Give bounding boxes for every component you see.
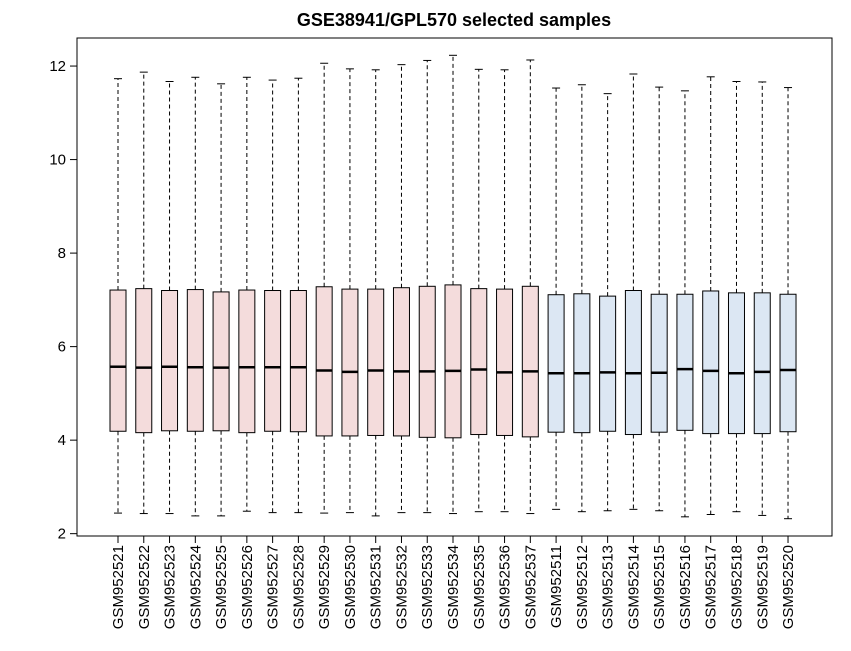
x-tick-label: GSM952535 (471, 545, 488, 629)
iqr-box (212, 291, 230, 432)
box-GSM952517 (702, 76, 720, 515)
iqr-box (779, 293, 797, 433)
x-tick-label: GSM952513 (600, 545, 617, 629)
x-tick-label: GSM952519 (754, 545, 771, 629)
x-tick-label: GSM952534 (445, 545, 462, 629)
x-tick-label: GSM952516 (677, 545, 694, 629)
x-tick-label: GSM952511 (548, 545, 565, 628)
x-tick-label: GSM952529 (316, 545, 333, 629)
plot-area (76, 37, 833, 537)
iqr-box (418, 285, 436, 438)
x-axis: GSM952521 GSM952522 GSM952523 GSM952524 GSM9… (110, 535, 797, 629)
x-tick-label: GSM952517 (703, 545, 720, 629)
box-GSM952518 (727, 80, 745, 513)
iqr-box (727, 292, 745, 435)
y-tick-label: 8 (58, 245, 66, 262)
iqr-box (573, 293, 591, 434)
x-tick-label: GSM952532 (393, 545, 410, 629)
y-tick-label: 4 (58, 432, 66, 449)
box-GSM952535 (470, 68, 488, 513)
iqr-box (109, 289, 127, 432)
iqr-box (702, 290, 720, 435)
box-GSM952515 (650, 86, 668, 512)
box-GSM952528 (289, 77, 307, 514)
y-tick-label: 10 (49, 152, 66, 169)
iqr-box (521, 285, 539, 438)
y-tick-label: 12 (49, 58, 66, 75)
box-GSM952537 (521, 59, 539, 515)
x-tick-label: GSM952522 (136, 545, 153, 629)
x-tick-label: GSM952527 (265, 545, 282, 629)
x-tick-label: GSM952518 (728, 545, 745, 629)
box-GSM952514 (624, 73, 642, 510)
box-GSM952526 (238, 76, 256, 512)
iqr-box (341, 288, 359, 437)
x-tick-label: GSM952512 (574, 545, 591, 629)
iqr-box (624, 290, 642, 436)
y-axis: 2 4 6 8 10 12 (49, 58, 77, 543)
box-GSM952531 (367, 69, 385, 517)
x-tick-label: GSM952528 (290, 545, 307, 629)
iqr-box (650, 293, 668, 433)
iqr-box (470, 288, 488, 436)
x-tick-label: GSM952533 (419, 545, 436, 629)
x-tick-label: GSM952520 (780, 545, 797, 629)
x-tick-label: GSM952536 (497, 545, 514, 629)
box-GSM952534 (444, 54, 462, 515)
iqr-box (496, 288, 514, 436)
box-GSM952529 (315, 62, 333, 514)
x-tick-label: GSM952531 (368, 545, 385, 629)
x-tick-label: GSM952530 (342, 545, 359, 629)
box-GSM952530 (341, 68, 359, 514)
box-GSM952513 (599, 93, 617, 512)
box-GSM952511 (547, 87, 565, 510)
iqr-box (444, 284, 462, 439)
iqr-box (676, 293, 694, 431)
iqr-box (161, 290, 179, 432)
iqr-box (392, 287, 410, 437)
x-tick-label: GSM952524 (187, 545, 204, 629)
x-tick-label: GSM952521 (110, 545, 127, 629)
box-GSM952533 (418, 59, 436, 514)
x-tick-label: GSM952515 (651, 545, 668, 629)
iqr-box (289, 290, 307, 433)
box-GSM952522 (135, 71, 153, 515)
box-GSM952520 (779, 87, 797, 520)
iqr-box (238, 289, 256, 434)
x-tick-label: GSM952514 (625, 545, 642, 629)
iqr-box (599, 295, 617, 432)
chart-title: GSE38941/GPL570 selected samples (297, 10, 611, 30)
iqr-box (315, 286, 333, 437)
box-GSM952525 (212, 83, 230, 517)
box-GSM952519 (753, 81, 771, 516)
box-GSM952527 (264, 79, 282, 514)
box-GSM952524 (186, 76, 204, 517)
box-GSM952512 (573, 84, 591, 513)
x-tick-label: GSM952525 (213, 545, 230, 629)
iqr-box (135, 288, 153, 434)
box-GSM952521 (109, 78, 127, 514)
iqr-box (264, 290, 282, 432)
iqr-box (367, 288, 385, 436)
iqr-box (186, 289, 204, 432)
iqr-box (753, 292, 771, 435)
box-GSM952532 (392, 64, 410, 514)
box-GSM952523 (161, 80, 179, 515)
box-GSM952516 (676, 90, 694, 518)
x-tick-label: GSM952537 (522, 545, 539, 629)
x-tick-label: GSM952523 (162, 545, 179, 629)
box-GSM952536 (496, 69, 514, 513)
iqr-box (547, 294, 565, 433)
x-tick-label: GSM952526 (239, 545, 256, 629)
y-tick-label: 6 (58, 339, 66, 356)
y-tick-label: 2 (58, 526, 66, 543)
